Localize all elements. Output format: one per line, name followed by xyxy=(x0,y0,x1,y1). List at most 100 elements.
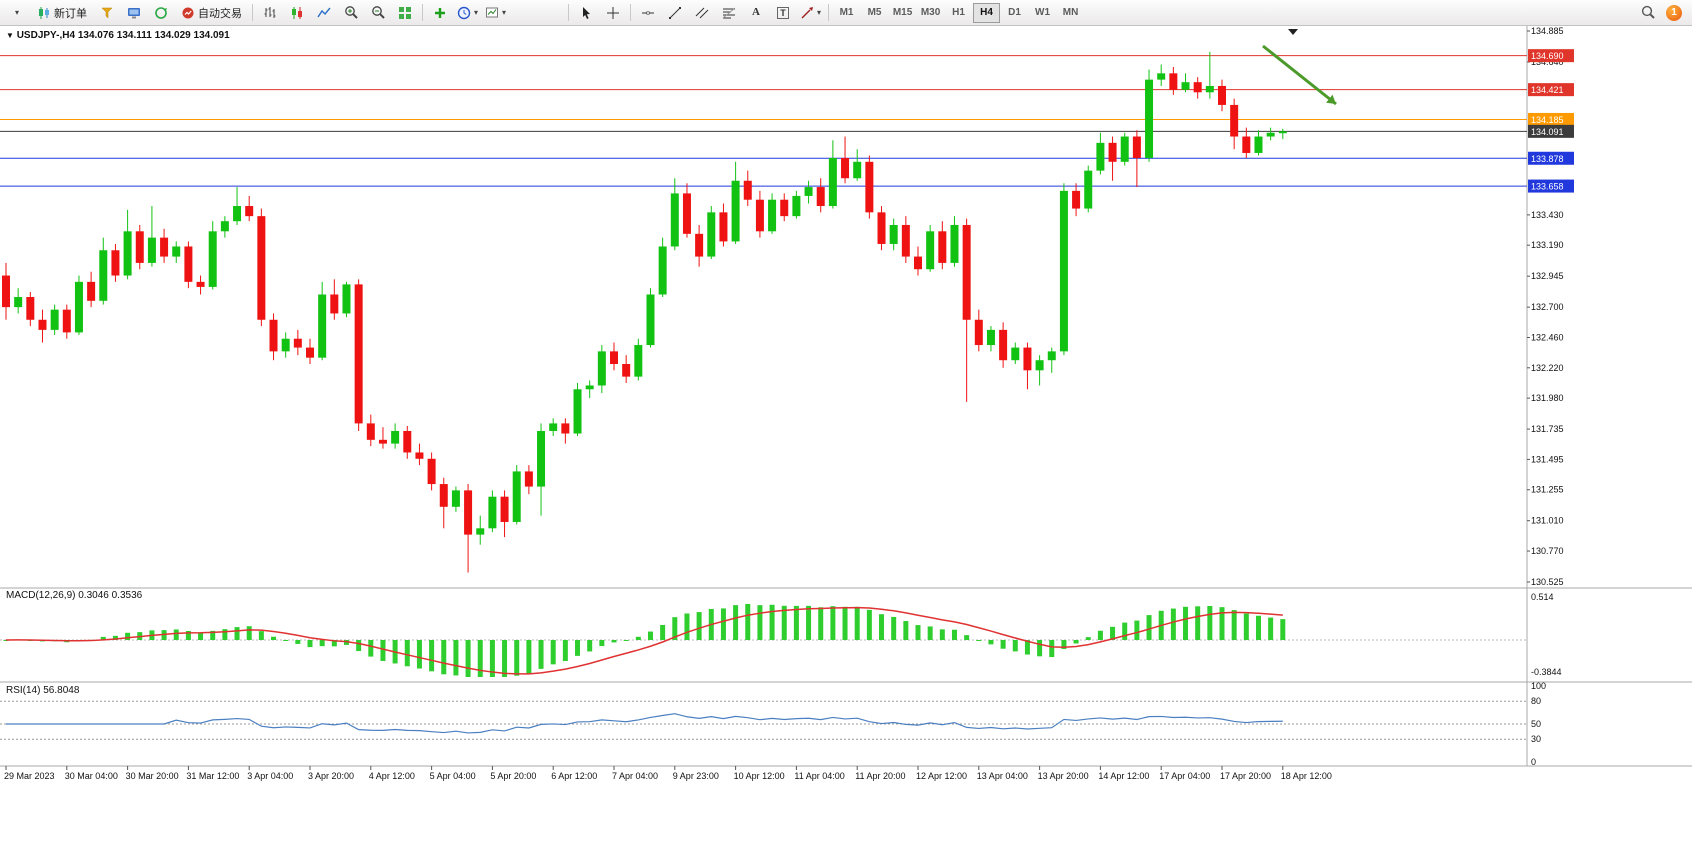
candle-body xyxy=(889,224,898,244)
candle-body xyxy=(670,193,679,247)
candle-body xyxy=(512,471,521,522)
time-axis-label: 3 Apr 04:00 xyxy=(247,771,293,781)
line-chart-mode-button[interactable] xyxy=(311,2,337,24)
macd-histogram-bar xyxy=(866,609,872,640)
trend-arrow-annotation[interactable] xyxy=(1262,44,1337,106)
candle-body xyxy=(1218,85,1226,105)
notification-badge[interactable]: 1 xyxy=(1666,4,1682,21)
macd-histogram-bar xyxy=(1231,610,1237,640)
time-axis-label: 5 Apr 04:00 xyxy=(430,771,476,781)
macd-histogram-bar xyxy=(210,630,216,640)
candlestick-mode-button[interactable] xyxy=(284,2,310,24)
auto-trading-label: 自动交易 xyxy=(198,7,242,20)
bar-chart-mode-button[interactable] xyxy=(257,2,283,24)
macd-histogram-bar xyxy=(672,617,678,640)
timeframe-m1[interactable]: M1 xyxy=(839,7,854,18)
candle-body xyxy=(378,439,387,444)
macd-histogram-bar xyxy=(331,640,337,647)
indicators-button[interactable] xyxy=(427,2,453,24)
macd-histogram-bar xyxy=(988,640,994,645)
candle-body xyxy=(1059,190,1068,352)
macd-histogram-bar xyxy=(514,640,520,676)
timeframe-m15[interactable]: M15 xyxy=(892,7,913,18)
horizontal-line-icon xyxy=(642,11,655,15)
symbol-dropdown-icon[interactable]: ▼ xyxy=(6,31,14,40)
macd-histogram-bar xyxy=(660,624,666,640)
toolbar-separator xyxy=(630,4,632,21)
macd-histogram-bar xyxy=(720,608,726,640)
chart-canvas[interactable]: 134.885134.640133.430133.190132.945132.7… xyxy=(0,26,1692,850)
zoom-out-icon xyxy=(371,6,385,19)
text-tool-button[interactable]: A xyxy=(743,2,769,24)
chart-shift-marker[interactable] xyxy=(1288,29,1298,35)
trendline-tool-button[interactable] xyxy=(662,2,688,24)
macd-histogram-bar xyxy=(696,612,702,640)
price-tag-label: 133.658 xyxy=(1531,182,1564,192)
timeframe-mn[interactable]: MN xyxy=(1062,7,1079,18)
time-axis-label: 9 Apr 23:00 xyxy=(673,771,719,781)
terminal-button[interactable] xyxy=(121,2,147,24)
candle-body xyxy=(549,423,558,431)
trend-arrow-head xyxy=(1326,94,1336,104)
auto-trading-button[interactable]: 自动交易 xyxy=(175,2,248,24)
dropdown-caret-icon: ▾ xyxy=(817,7,822,17)
fibonacci-tool-button[interactable] xyxy=(716,2,742,24)
toolbar-separator xyxy=(568,4,570,21)
indicators-plus-icon xyxy=(435,7,445,18)
macd-histogram-bar xyxy=(1024,640,1030,655)
candle-body xyxy=(439,484,448,507)
macd-histogram-bar xyxy=(173,629,179,640)
macd-histogram-bar xyxy=(806,605,812,640)
candle-body xyxy=(1047,351,1056,361)
horizontal-line-tool-button[interactable] xyxy=(635,2,661,24)
candle-body xyxy=(719,212,728,242)
timeframe-m5[interactable]: M5 xyxy=(867,7,882,18)
time-axis-label: 13 Apr 04:00 xyxy=(977,771,1028,781)
charts-menu-button[interactable]: ▾ xyxy=(4,2,30,24)
rsi-axis-label: 80 xyxy=(1531,696,1541,706)
new-order-button[interactable]: 新订单 xyxy=(31,2,93,24)
price-axis-label: 132.700 xyxy=(1531,302,1564,312)
timeframe-d1[interactable]: D1 xyxy=(1008,7,1021,18)
zoom-out-button[interactable] xyxy=(365,2,391,24)
arrows-tool-icon xyxy=(801,6,814,18)
macd-histogram-bar xyxy=(964,635,970,640)
candle-body xyxy=(841,158,850,179)
macd-histogram-bar xyxy=(915,625,921,640)
timeframe-m30[interactable]: M30 xyxy=(920,7,941,18)
periods-button[interactable]: ▾ xyxy=(454,2,481,24)
text-label-tool-button[interactable]: T xyxy=(770,2,796,24)
macd-histogram-bar xyxy=(453,640,459,676)
main-toolbar: ▾ 新订单 自动交易 ▾ ▾ A T ▾ xyxy=(0,0,1692,26)
time-axis-label: 30 Mar 04:00 xyxy=(65,771,118,781)
channel-tool-button[interactable] xyxy=(689,2,715,24)
macd-histogram-bar xyxy=(611,640,617,643)
candle-body xyxy=(865,161,874,213)
tile-windows-button[interactable] xyxy=(392,2,418,24)
zoom-in-button[interactable] xyxy=(338,2,364,24)
timeframe-h4[interactable]: H4 xyxy=(973,2,1001,23)
market-watch-button[interactable] xyxy=(94,2,120,24)
price-tag-label: 133.878 xyxy=(1531,154,1564,164)
macd-histogram-bar xyxy=(830,606,836,640)
candle-body xyxy=(1193,82,1202,93)
time-axis-label: 18 Apr 12:00 xyxy=(1281,771,1332,781)
candle-body xyxy=(135,231,144,263)
timeframe-w1[interactable]: W1 xyxy=(1035,7,1051,18)
candle-body xyxy=(38,319,47,330)
price-axis-label: 132.945 xyxy=(1531,271,1564,281)
macd-axis-label: -0.3844 xyxy=(1531,667,1562,677)
arrows-tool-button[interactable]: ▾ xyxy=(797,2,824,24)
templates-button[interactable]: ▾ xyxy=(482,2,509,24)
rsi-axis-label: 30 xyxy=(1531,734,1541,744)
cursor-tool-button[interactable] xyxy=(573,2,599,24)
crosshair-tool-button[interactable] xyxy=(600,2,626,24)
dropdown-caret-icon: ▾ xyxy=(474,7,479,17)
navigator-button[interactable] xyxy=(148,2,174,24)
timeframe-h1[interactable]: H1 xyxy=(952,7,965,18)
candle-body xyxy=(403,430,412,453)
candle-body xyxy=(731,180,740,242)
candle-body xyxy=(366,423,375,440)
search-button[interactable] xyxy=(1635,2,1661,24)
macd-histogram-bar xyxy=(623,640,629,641)
